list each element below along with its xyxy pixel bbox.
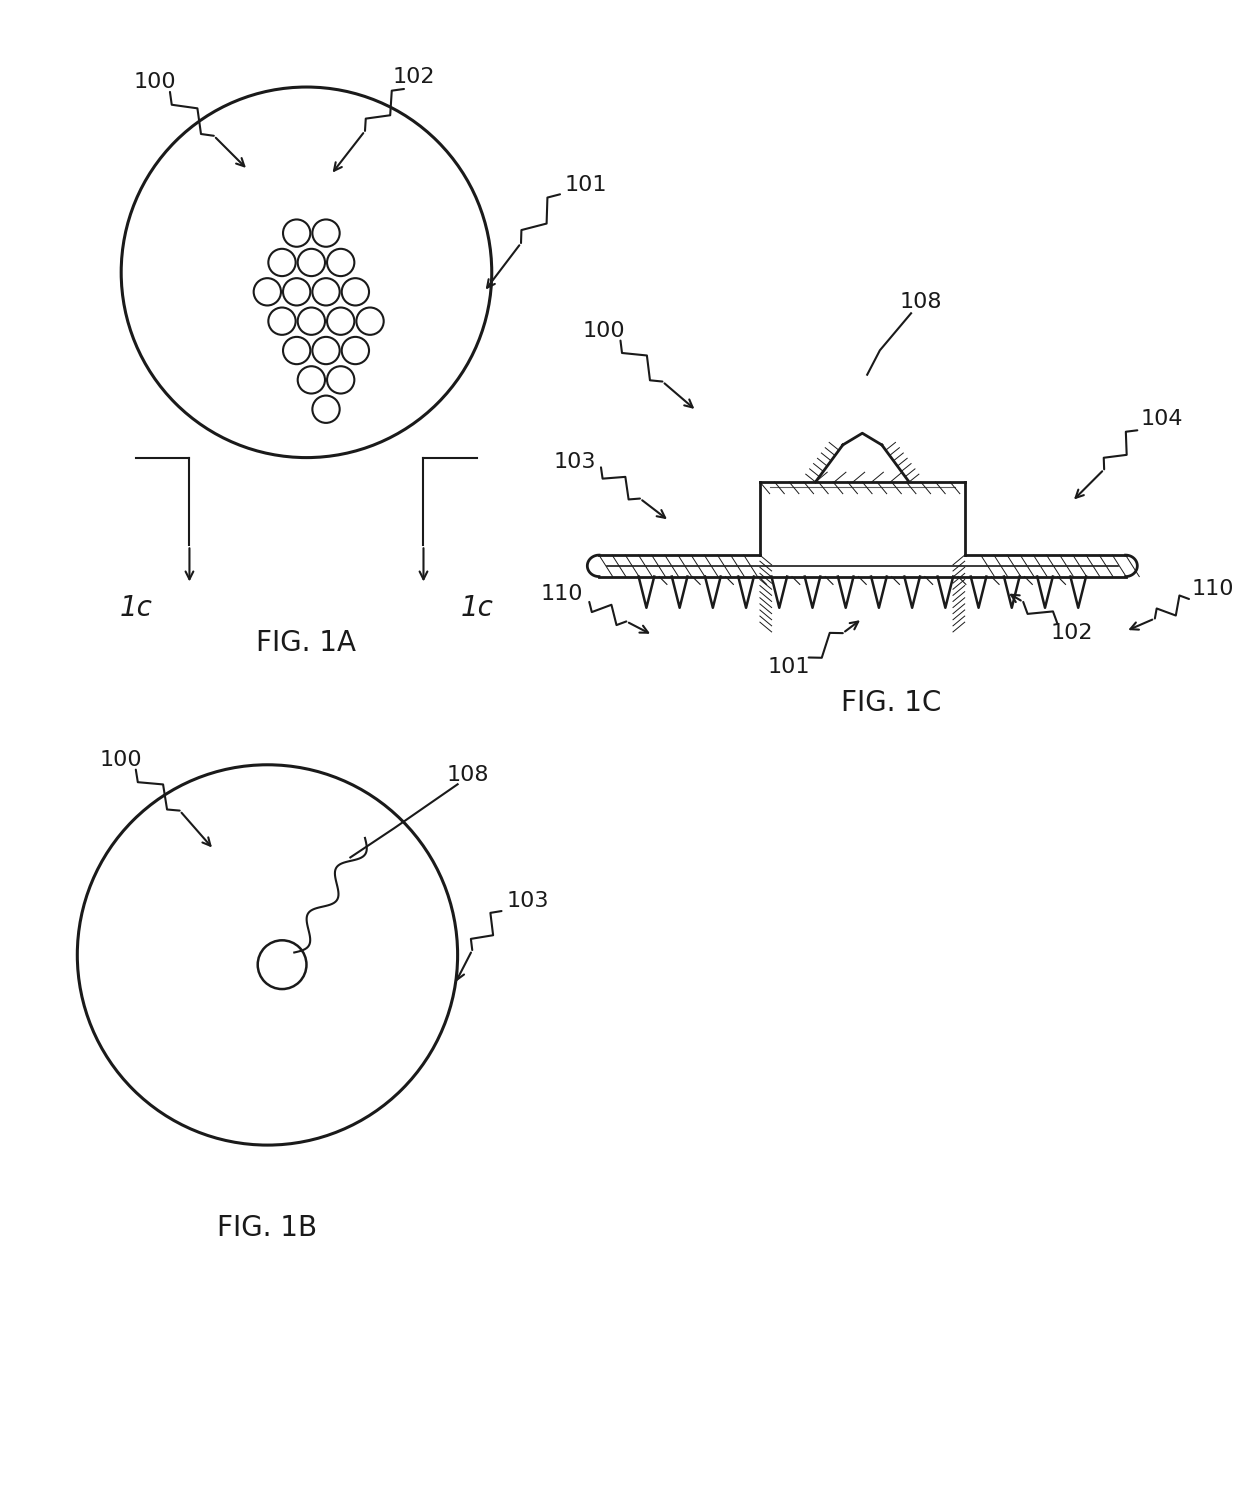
Text: FIG. 1C: FIG. 1C [842,689,941,717]
Text: 108: 108 [446,765,489,785]
Text: 110: 110 [541,584,583,605]
Text: 101: 101 [768,658,811,677]
Text: 100: 100 [583,321,625,340]
Text: 110: 110 [1192,579,1234,599]
Text: 108: 108 [899,292,942,311]
Text: 104: 104 [1141,408,1183,428]
Text: FIG. 1A: FIG. 1A [257,629,356,656]
Text: FIG. 1B: FIG. 1B [217,1214,317,1241]
Text: 102: 102 [1050,623,1094,643]
Text: 100: 100 [100,750,143,770]
Text: 103: 103 [553,452,596,472]
Text: 1c: 1c [461,594,494,621]
Text: 102: 102 [393,67,435,88]
Text: 1c: 1c [119,594,153,621]
Text: 103: 103 [506,891,549,912]
Text: 100: 100 [134,73,176,92]
Text: 101: 101 [565,174,608,195]
